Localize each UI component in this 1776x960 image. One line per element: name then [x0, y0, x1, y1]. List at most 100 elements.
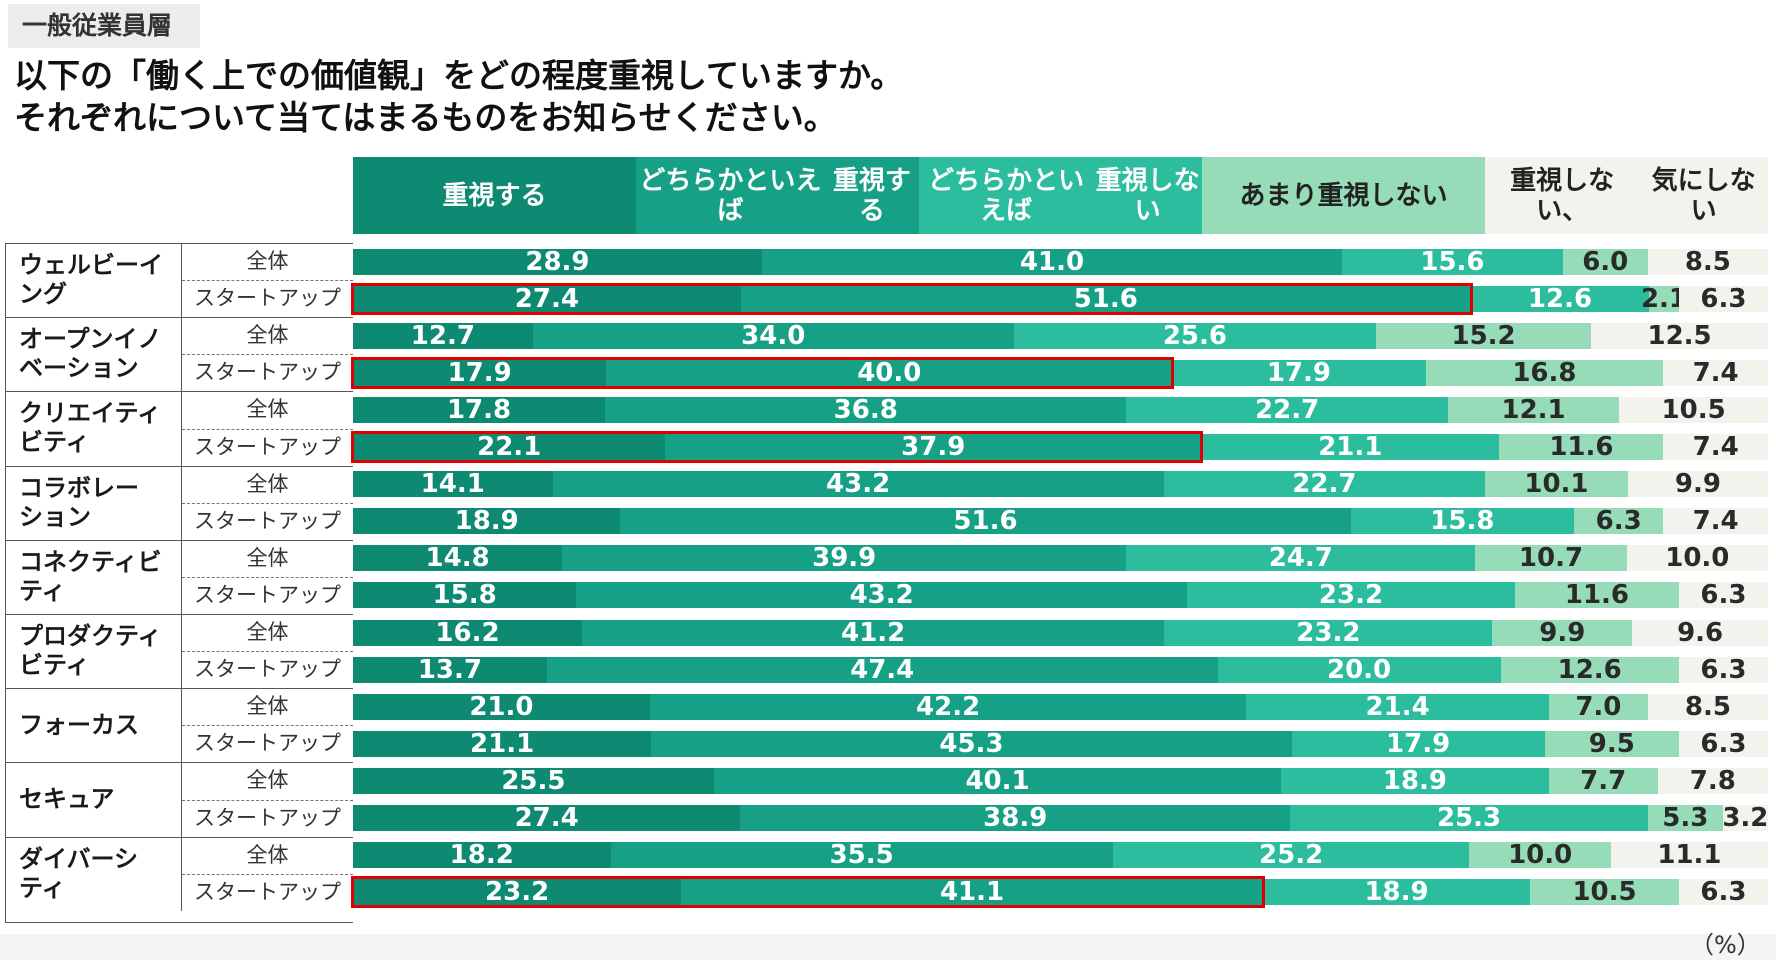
bar-segment: 11.1	[1610, 840, 1768, 870]
legend-header-1: 重視する	[353, 157, 636, 234]
highlight-box	[351, 356, 1175, 389]
category-label-line: クリエイティ	[19, 399, 162, 428]
category-label-text: プロダクティ ビティ	[19, 622, 162, 680]
bar-segment: 40.0	[606, 358, 1173, 388]
bar-segment: 6.3	[1678, 580, 1768, 610]
bar-segment: 13.7	[353, 655, 547, 685]
bar-segment: 35.5	[610, 840, 1113, 870]
legend-header-1-line-1: 重視する	[442, 180, 547, 211]
unit-label: （%）	[1690, 931, 1761, 959]
subrow-label-startup: スタートアップ	[194, 731, 341, 756]
bar-segment: 7.0	[1548, 692, 1648, 722]
legend-header-2: どちらかといえば 重視する	[636, 157, 919, 234]
bar-segment: 7.8	[1657, 766, 1768, 796]
bar-segment: 27.4	[353, 803, 741, 833]
bar-segment: 22.7	[1163, 469, 1485, 499]
bar-segment: 21.4	[1246, 692, 1549, 722]
bar-segment: 17.8	[353, 395, 606, 425]
bar-segment: 51.6	[620, 506, 1351, 536]
bar-segment: 8.5	[1647, 247, 1768, 277]
subrow-label-all: 全体	[246, 397, 289, 422]
title-line-1: 以下の「働く上での価値観」をどの程度重視していますか。	[14, 56, 904, 95]
bar-segment: 3.2	[1722, 803, 1769, 834]
subrow-label-all: 全体	[246, 768, 289, 793]
bar-segment: 14.8	[353, 543, 563, 573]
bar-segment: 7.4	[1663, 506, 1768, 536]
bar-segment: 10.0	[1469, 840, 1611, 870]
category-label: クリエイティ ビティ	[5, 391, 182, 466]
bar-segment: 6.0	[1562, 247, 1648, 277]
bar-segment: 6.3	[1678, 284, 1768, 314]
title-line-2: それぞれについて当てはまるものをお知らせください。	[14, 98, 837, 137]
bar-segment: 6.3	[1678, 877, 1768, 907]
subrow-label-all: 全体	[246, 249, 289, 273]
bar-segment: 5.3	[1647, 803, 1723, 833]
highlight-box	[351, 282, 1473, 315]
bar-segment: 6.3	[1678, 729, 1768, 759]
category-label-text: ウェルビーイ ング	[19, 251, 163, 309]
bar-segment: 43.2	[552, 469, 1164, 499]
subrow-separator	[182, 502, 353, 504]
bar-segment: 15.6	[1342, 247, 1563, 277]
bar-segment: 20.0	[1217, 655, 1501, 685]
category-separator	[5, 614, 353, 615]
bar-segment: 23.2	[1164, 618, 1493, 648]
category-label-line: ション	[19, 502, 91, 531]
subrow-separator	[182, 725, 353, 727]
bar-segment: 9.9	[1627, 469, 1768, 499]
subrow-separator	[182, 799, 353, 801]
bar-segment: 17.9	[1172, 358, 1426, 388]
bar-segment: 16.8	[1425, 358, 1664, 388]
bar-segment: 11.6	[1499, 432, 1664, 462]
bar-segment: 14.1	[353, 469, 553, 499]
category-label: セキュア	[5, 762, 182, 837]
bar-segment: 41.2	[582, 618, 1165, 648]
category-label-line: ダイバーシ	[19, 844, 139, 873]
subrow-label-all: 全体	[246, 842, 289, 867]
bar-segment: 12.7	[353, 321, 533, 351]
bar-segment: 18.9	[1281, 766, 1549, 796]
bar-segment: 45.3	[651, 729, 1292, 759]
bar-segment: 41.1	[681, 877, 1263, 907]
category-label: プロダクティ ビティ	[5, 614, 182, 689]
bar-segment: 6.3	[1678, 655, 1768, 685]
subrow-label-startup: スタートアップ	[194, 508, 341, 533]
category-label-text: コネクティビ ティ	[19, 548, 162, 606]
legend-header-4: あまり重視しない	[1202, 157, 1485, 234]
bar-segment: 17.9	[1291, 729, 1545, 759]
category-label-line: ティ	[19, 873, 66, 902]
bar-segment: 41.0	[761, 247, 1343, 277]
bar-segment: 23.2	[1187, 580, 1515, 610]
category-label: ダイバーシ ティ	[5, 836, 182, 911]
bar-segment: 25.5	[353, 766, 714, 796]
bar-segment: 12.6	[1470, 284, 1650, 314]
category-separator	[5, 688, 353, 690]
bar-segment: 28.9	[353, 247, 762, 277]
subrow-label-all: 全体	[246, 471, 289, 496]
subrow-separator	[182, 428, 353, 430]
category-separator	[5, 762, 353, 764]
category-label-line: コラボレー	[19, 473, 139, 502]
subrow-label-startup: スタートアップ	[194, 434, 341, 459]
bar-segment: 15.2	[1376, 321, 1592, 351]
bar-segment: 6.3	[1574, 506, 1664, 536]
bar-segment: 21.0	[353, 692, 650, 722]
bar-segment: 37.9	[665, 432, 1202, 462]
subrow-separator	[182, 576, 353, 578]
category-separator	[5, 836, 353, 838]
legend-header-5: 重視しない、 気にしない	[1485, 157, 1768, 234]
bar-segment: 23.2	[353, 877, 682, 907]
category-label-text: コラボレー ション	[19, 474, 139, 532]
bar-segment: 24.7	[1126, 543, 1476, 573]
legend-header-5-line-1: 重視しない、	[1510, 165, 1615, 226]
category-separator	[5, 317, 353, 319]
bar-segment: 25.3	[1290, 803, 1648, 833]
subrow-separator	[182, 354, 353, 356]
bar-segment: 39.9	[562, 543, 1127, 573]
category-label: コラボレー ション	[5, 465, 182, 540]
legend-header-2-line-1: どちらかといえば	[639, 165, 822, 226]
category-label-line: ング	[19, 280, 67, 309]
bar-segment: 10.1	[1485, 469, 1628, 499]
bar-segment: 10.5	[1530, 877, 1679, 907]
bar-segment: 40.1	[713, 766, 1282, 796]
